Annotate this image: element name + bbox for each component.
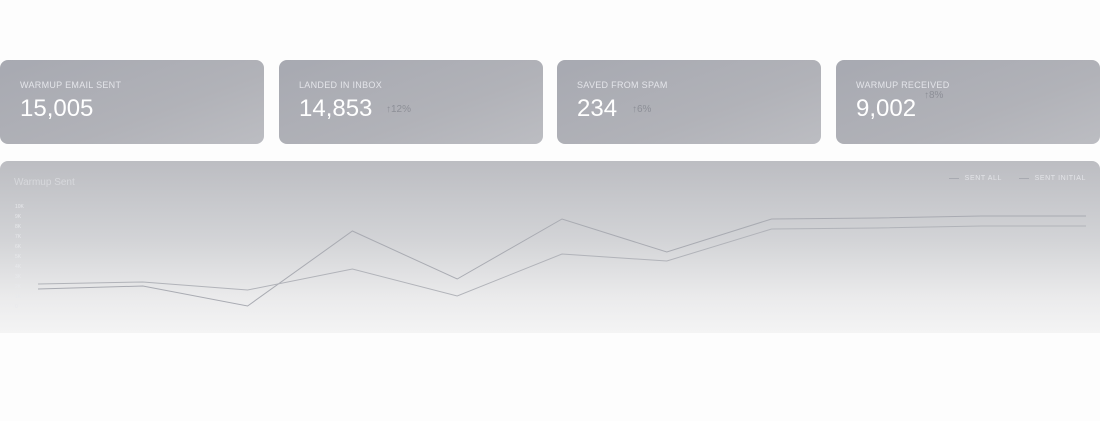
warmup-sent-chart-panel: 10K 9K 8K 7K 6K 5K 4K 3K 2K 1K 0 Warmup Sent SENT …: [0, 161, 1100, 333]
legend-swatch: [948, 177, 959, 179]
legend-item-sent-initial[interactable]: SENT INITIAL: [1018, 175, 1086, 182]
stat-value: 15,005: [20, 95, 94, 122]
y-tick-label: 6K: [15, 244, 22, 250]
stat-delta: ↑12%: [386, 104, 412, 115]
data-point[interactable]: [456, 295, 458, 297]
data-point[interactable]: [37, 283, 39, 285]
series-line-sent-initial: [37, 225, 1086, 297]
stat-card-warmup-email-sent[interactable]: WARMUP EMAIL SENT 15,005: [0, 60, 264, 144]
legend-item-sent-all[interactable]: SENT ALL: [948, 175, 1003, 182]
data-point[interactable]: [666, 251, 668, 253]
stat-label: WARMUP EMAIL SENT: [20, 80, 122, 90]
data-point[interactable]: [456, 278, 458, 280]
y-tick-label: 0: [15, 304, 18, 310]
legend-swatch: [1018, 177, 1029, 179]
data-point[interactable]: [142, 285, 144, 287]
stat-label: WARMUP RECEIVED: [856, 80, 950, 90]
data-point[interactable]: [1085, 225, 1087, 227]
stat-value: 234: [577, 95, 618, 122]
stat-card-saved-from-spam[interactable]: SAVED FROM SPAM 234 ↑6%: [557, 60, 821, 144]
chart-legend: SENT ALL SENT INITIAL: [935, 175, 1086, 187]
data-point[interactable]: [37, 288, 39, 290]
warmup-sent-chart: 10K 9K 8K 7K 6K 5K 4K 3K 2K 1K 0: [15, 204, 1087, 310]
data-point[interactable]: [666, 260, 668, 262]
data-point[interactable]: [351, 230, 353, 232]
stat-value: 9,002: [856, 95, 917, 122]
y-tick-label: 5K: [15, 254, 22, 260]
data-point[interactable]: [561, 218, 563, 220]
data-point[interactable]: [246, 305, 248, 307]
stats-cards: WARMUP EMAIL SENT 15,005 LANDED IN INBOX…: [0, 60, 1100, 144]
stat-delta: ↑8%: [924, 90, 944, 101]
stat-label: LANDED IN INBOX: [299, 80, 383, 90]
legend-label: SENT ALL: [964, 175, 1003, 182]
y-tick-label: 4K: [15, 264, 22, 270]
data-point[interactable]: [770, 218, 772, 220]
data-point[interactable]: [1085, 215, 1087, 217]
data-point[interactable]: [980, 225, 982, 227]
data-point[interactable]: [142, 281, 144, 283]
y-tick-label: 7K: [15, 234, 22, 240]
y-tick-label: 1K: [15, 294, 22, 300]
data-point[interactable]: [980, 215, 982, 217]
data-point[interactable]: [351, 268, 353, 270]
y-tick-label: 2K: [15, 284, 22, 290]
stat-card-landed-in-inbox[interactable]: LANDED IN INBOX 14,853 ↑12%: [279, 60, 543, 144]
stat-value: 14,853: [299, 95, 373, 122]
stat-label: SAVED FROM SPAM: [577, 80, 668, 90]
y-tick-label: 10K: [15, 204, 25, 210]
y-tick-label: 9K: [15, 214, 22, 220]
stat-card-warmup-received[interactable]: WARMUP RECEIVED 9,002 ↑8%: [836, 60, 1100, 144]
y-tick-label: 8K: [15, 224, 22, 230]
stat-delta: ↑6%: [632, 104, 652, 115]
data-point[interactable]: [875, 227, 877, 229]
data-point[interactable]: [246, 289, 248, 291]
legend-label: SENT INITIAL: [1034, 175, 1086, 182]
data-point[interactable]: [561, 253, 563, 255]
data-point[interactable]: [875, 217, 877, 219]
y-tick-label: 3K: [15, 274, 22, 280]
chart-title: Warmup Sent: [14, 177, 75, 188]
series-line-sent-all: [37, 215, 1086, 307]
data-point[interactable]: [770, 228, 772, 230]
